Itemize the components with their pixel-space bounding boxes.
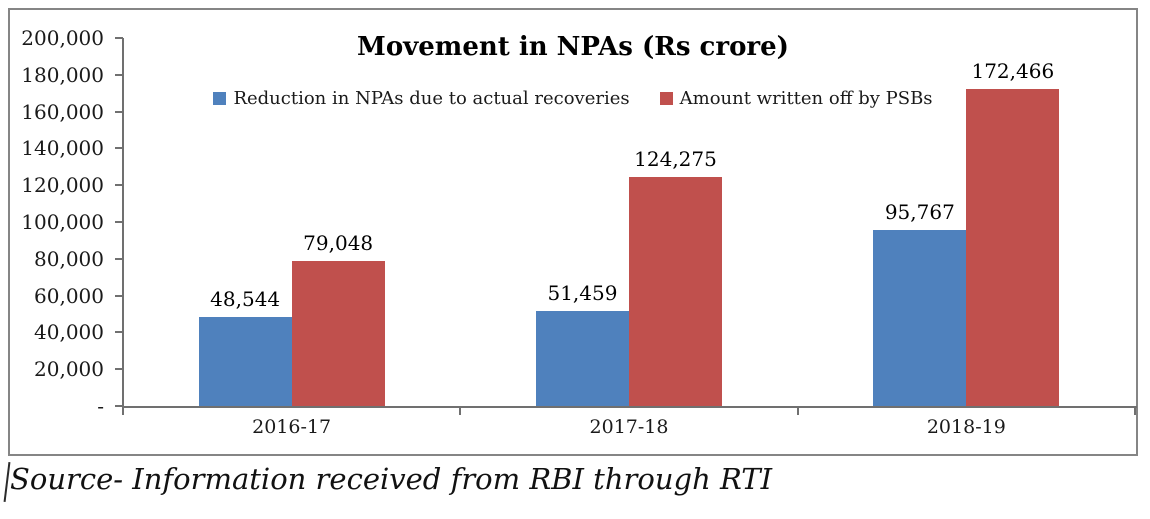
- y-axis-tick-label: 40,000: [34, 320, 104, 345]
- y-axis-tick-label: 120,000: [21, 173, 104, 198]
- y-axis-tick-label: 100,000: [21, 210, 104, 234]
- bar-value-label: 51,459: [547, 281, 618, 306]
- bar-written-off-2016-17: [291, 260, 385, 406]
- chart-title: Movement in NPAs (Rs crore): [357, 32, 789, 62]
- x-axis-category-label: 2018-19: [926, 416, 1006, 438]
- y-axis-tick-mark: [115, 221, 123, 223]
- y-axis-tick-mark: [115, 368, 123, 371]
- bar-value-label: 48,544: [210, 286, 281, 311]
- y-axis-line: [122, 38, 124, 408]
- y-axis-tick-label: 160,000: [21, 99, 104, 124]
- legend-item: Amount written off by PSBs: [659, 88, 933, 109]
- y-axis-tick-label: 140,000: [21, 136, 104, 161]
- bar-value-label: 124,275: [634, 147, 717, 172]
- y-axis-tick-mark: [115, 405, 123, 407]
- bar-value-label: 172,466: [971, 58, 1055, 83]
- y-axis-tick-mark: [115, 147, 123, 150]
- y-axis-tick-label: 80,000: [34, 246, 104, 271]
- legend-swatch-icon: [659, 92, 673, 105]
- bar-written-off-2018-19: [966, 88, 1060, 406]
- source-note-text: Source- Information received from RBI th…: [10, 462, 773, 496]
- y-axis-tick-mark: [115, 37, 123, 39]
- x-axis-category-label: 2017-18: [589, 416, 669, 438]
- y-axis-tick-mark: [115, 110, 123, 113]
- y-axis-tick-mark: [115, 331, 123, 334]
- legend-label: Reduction in NPAs due to actual recoveri…: [233, 88, 630, 109]
- x-axis-tick-mark: [796, 408, 799, 415]
- bar-recoveries-2017-18: [535, 311, 629, 406]
- y-axis-tick-mark: [115, 257, 123, 260]
- bar-recoveries-2018-19: [873, 229, 967, 406]
- bar-value-label: 95,767: [884, 199, 955, 224]
- y-axis-tick-label: 20,000: [34, 357, 104, 382]
- y-axis-tick-mark: [115, 294, 123, 297]
- legend-item: Reduction in NPAs due to actual recoveri…: [213, 88, 630, 109]
- y-axis-tick-label: 180,000: [21, 62, 104, 87]
- y-axis-tick-label: 60,000: [34, 283, 104, 308]
- legend-label: Amount written off by PSBs: [679, 88, 933, 109]
- y-axis-tick-mark: [115, 73, 123, 76]
- y-axis-tick-label: -: [97, 394, 104, 418]
- x-axis-tick-mark: [1134, 408, 1136, 415]
- bar-value-label: 79,048: [303, 230, 374, 255]
- x-axis-tick-mark: [459, 408, 462, 415]
- y-axis-tick-mark: [115, 184, 123, 187]
- source-note: Source- Information received from RBI th…: [3, 462, 773, 502]
- x-axis-tick-mark: [122, 408, 124, 415]
- legend-swatch-icon: [213, 92, 227, 105]
- bar-written-off-2017-18: [629, 177, 722, 406]
- chart-frame: Movement in NPAs (Rs crore) Reduction in…: [8, 8, 1138, 456]
- x-axis-line: [122, 406, 1137, 408]
- y-axis-tick-label: 200,000: [21, 26, 104, 50]
- bar-recoveries-2016-17: [198, 316, 292, 406]
- chart-legend: Reduction in NPAs due to actual recoveri…: [10, 88, 1136, 109]
- x-axis-category-label: 2016-17: [252, 416, 332, 438]
